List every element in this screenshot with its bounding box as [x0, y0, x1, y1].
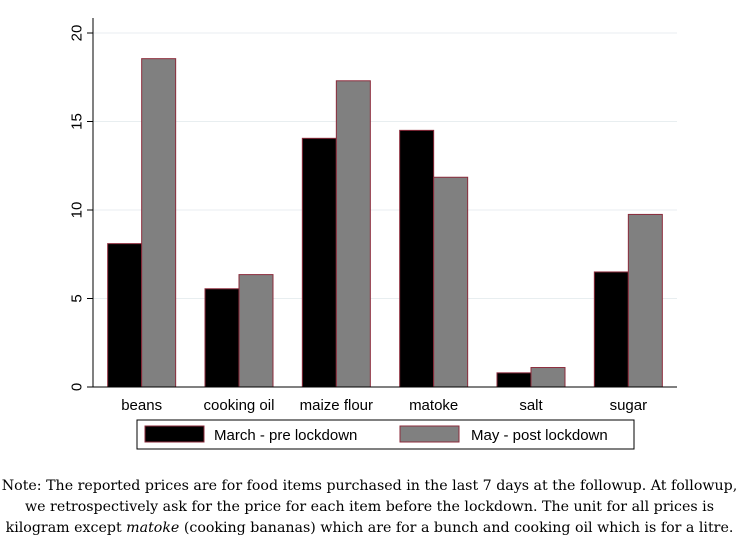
bars: [107, 58, 663, 388]
x-tick-label: beans: [121, 397, 162, 414]
note-text-start: Note: The reported prices are for food i…: [1, 478, 738, 536]
bar-march: [496, 372, 532, 388]
bar-march: [107, 243, 143, 388]
bar-may: [238, 274, 274, 388]
y-tick-label: 20: [68, 25, 85, 42]
y-tick-label: 5: [68, 294, 85, 302]
figure-note: Note: The reported prices are for food i…: [0, 476, 739, 539]
x-tick-label: sugar: [610, 397, 648, 414]
bar-may: [530, 367, 566, 388]
legend-frame: [136, 419, 635, 450]
legend: March - pre lockdown May - post lockdown: [136, 419, 635, 450]
y-axis-ticks: 0 5 10 15 20: [68, 25, 93, 391]
bar-may: [627, 213, 663, 388]
note-emphasis: matoke: [126, 520, 180, 536]
x-axis-ticks: beans cooking oil maize flour matoke salt sug…: [121, 397, 647, 414]
bar-may: [433, 176, 469, 388]
legend-label-march: March - pre lockdown: [214, 427, 357, 444]
x-tick-label: maize flour: [300, 397, 373, 414]
legend-swatch-may: [399, 425, 460, 443]
bar-march: [301, 137, 337, 388]
legend-swatch-march: [144, 425, 205, 443]
bar-may: [335, 80, 371, 388]
bar-march: [399, 129, 435, 388]
x-tick-label: salt: [519, 397, 543, 414]
gridlines: [93, 32, 677, 299]
note-text-end: (cooking bananas) which are for a bunch …: [179, 520, 734, 536]
bar-march: [204, 288, 240, 388]
bar-may: [141, 58, 177, 388]
legend-label-may: May - post lockdown: [471, 427, 608, 444]
y-tick-label: 15: [68, 113, 85, 130]
x-tick-label: cooking oil: [204, 397, 275, 414]
y-tick-label: 10: [68, 202, 85, 219]
y-tick-label: 0: [68, 383, 85, 391]
bar-march: [593, 271, 629, 388]
x-tick-label: matoke: [409, 397, 458, 414]
bar-chart: 0 5 10 15 20 beans cooking oil maize flour mato…: [68, 18, 677, 450]
